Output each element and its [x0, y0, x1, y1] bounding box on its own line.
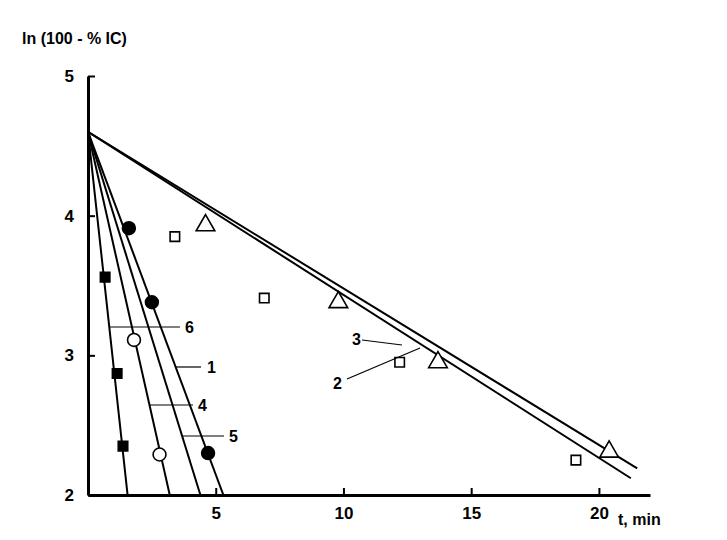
x-tick: 10	[334, 488, 353, 523]
point	[202, 447, 215, 460]
y-tick-mark	[88, 495, 95, 497]
series-label: 4	[198, 397, 207, 414]
point	[429, 352, 448, 368]
y-tick-label: 5	[65, 67, 74, 86]
fit-line	[88, 132, 200, 495]
y-tick-mark	[88, 215, 95, 217]
fit-line	[88, 132, 128, 495]
x-tick-mark	[598, 488, 600, 495]
point	[170, 232, 179, 241]
x-tick-label: 10	[334, 504, 353, 523]
point	[571, 455, 580, 464]
y-tick-label: 3	[65, 346, 74, 365]
y-tick: 2	[65, 486, 95, 505]
point	[260, 293, 269, 302]
x-tick: 20	[590, 488, 609, 523]
point	[196, 215, 215, 231]
leader-line	[176, 366, 201, 367]
point	[112, 369, 121, 378]
series-label: 1	[207, 359, 216, 376]
y-tick: 4	[65, 207, 95, 226]
point	[145, 296, 158, 309]
x-tick-mark	[215, 488, 217, 495]
fit-line	[88, 132, 170, 495]
leader-line	[150, 404, 193, 405]
marks	[88, 132, 637, 495]
leader-line	[362, 340, 402, 345]
point	[329, 292, 348, 308]
fit-line	[88, 132, 631, 478]
point	[128, 334, 141, 347]
y-tick-label: 2	[65, 486, 74, 505]
point	[100, 272, 109, 281]
x-tick-label: 5	[211, 504, 220, 523]
x-tick: 5	[211, 488, 220, 523]
y-axis-title: ln (100 - % IC)	[22, 30, 127, 47]
y-tick-mark	[88, 355, 95, 357]
x-tick-label: 15	[462, 504, 481, 523]
point	[600, 441, 619, 457]
point	[395, 358, 404, 367]
y-tick: 3	[65, 346, 95, 365]
plot: 51015202345	[65, 67, 651, 523]
x-axis: 5 10 15 20	[89, 488, 651, 523]
series-labels: 1 2 3 4 5 6	[110, 319, 420, 445]
point	[122, 222, 135, 235]
leader-line	[183, 435, 224, 436]
x-axis-title: t, min	[618, 511, 661, 528]
fit-line	[88, 132, 637, 469]
fit-line	[88, 132, 223, 495]
x-tick-label: 20	[590, 504, 609, 523]
chart: 5 10 15 20 2 3 4 5 ln (100 - % IC) t, min 1 2 3 4 5 6	[0, 0, 727, 540]
y-tick: 5	[65, 67, 95, 86]
x-tick-mark	[343, 488, 345, 495]
leader-line	[110, 326, 180, 327]
series-label: 6	[185, 319, 194, 336]
x-tick-mark	[471, 488, 473, 495]
x-axis-line	[89, 494, 651, 497]
x-tick: 15	[462, 488, 481, 523]
y-tick-label: 4	[65, 207, 75, 226]
y-tick-mark	[88, 76, 95, 78]
leader-line	[347, 348, 420, 379]
series-label: 3	[352, 331, 361, 348]
series-label: 2	[333, 375, 342, 392]
point	[153, 448, 166, 461]
point	[118, 441, 127, 450]
series-label: 5	[229, 428, 238, 445]
